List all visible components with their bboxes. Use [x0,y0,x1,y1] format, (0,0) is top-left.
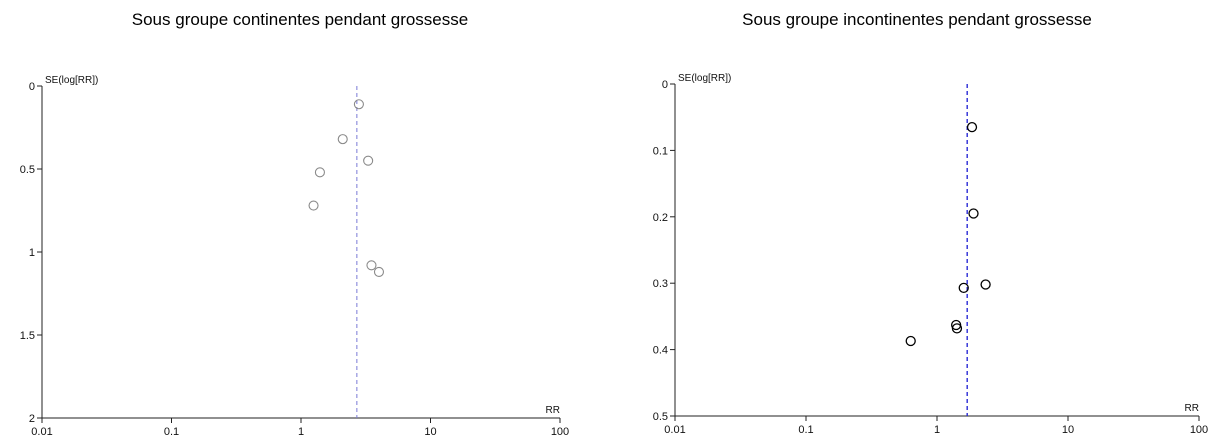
y-tick-label: 0.5 [20,164,35,176]
study-point [966,122,978,133]
y-tick-label: 0.1 [653,145,668,157]
y-tick-label: 0.3 [653,278,668,290]
study-point [951,323,963,334]
x-tick-label: 0.01 [664,424,685,435]
y-tick-label: 0.5 [653,411,668,423]
chart-title: Sous groupe incontinentes pendant grosse… [742,10,1092,29]
chart-panel-incontinentes: Sous groupe incontinentes pendant grosse… [617,0,1217,435]
x-tick-label: 1 [298,426,304,435]
x-tick-label: 1 [934,424,940,435]
funnel-plot-continentes: 0 0.5 1 1.5 20.01 0.1 1 10 100 SE(log[RR]) RR [20,75,569,435]
x-tick-label: 100 [551,426,569,435]
chart-title: Sous groupe continentes pendant grossess… [131,10,469,29]
y-tick-label: 1.5 [20,330,35,342]
x-tick-label: 100 [1190,424,1208,435]
study-point [980,279,991,290]
study-point [308,200,319,211]
study-point [337,134,348,145]
y-tick-label: 0 [662,79,668,91]
study-point [366,260,377,271]
y-axis-label: SE(log[RR]) [678,73,731,84]
y-tick-label: 0.4 [653,345,668,357]
study-point [353,99,364,110]
x-tick-label: 0.01 [31,426,52,435]
study-point [958,282,969,293]
y-tick-label: 2 [29,413,35,425]
y-tick-label: 1 [29,247,35,259]
funnel-plot-incontinentes: 0 0.1 0.2 0.3 0.4 0.50.01 0.1 1 10 100 SE(log[RR])… [653,73,1208,435]
x-tick-label: 0.1 [798,424,813,435]
study-point [363,155,374,166]
x-tick-label: 10 [1062,424,1074,435]
y-tick-label: 0.2 [653,212,668,224]
x-tick-label: 10 [424,426,436,435]
study-point [373,266,385,277]
study-point [905,335,916,347]
x-tick-label: 0.1 [164,426,179,435]
study-point [968,208,979,219]
study-point [314,167,325,178]
y-axis-label: SE(log[RR]) [45,75,98,86]
x-axis-label: RR [546,405,560,416]
y-tick-label: 0 [29,81,35,93]
x-axis-label: RR [1185,403,1199,414]
chart-panel-continentes: Sous groupe continentes pendant grossess… [0,0,600,435]
